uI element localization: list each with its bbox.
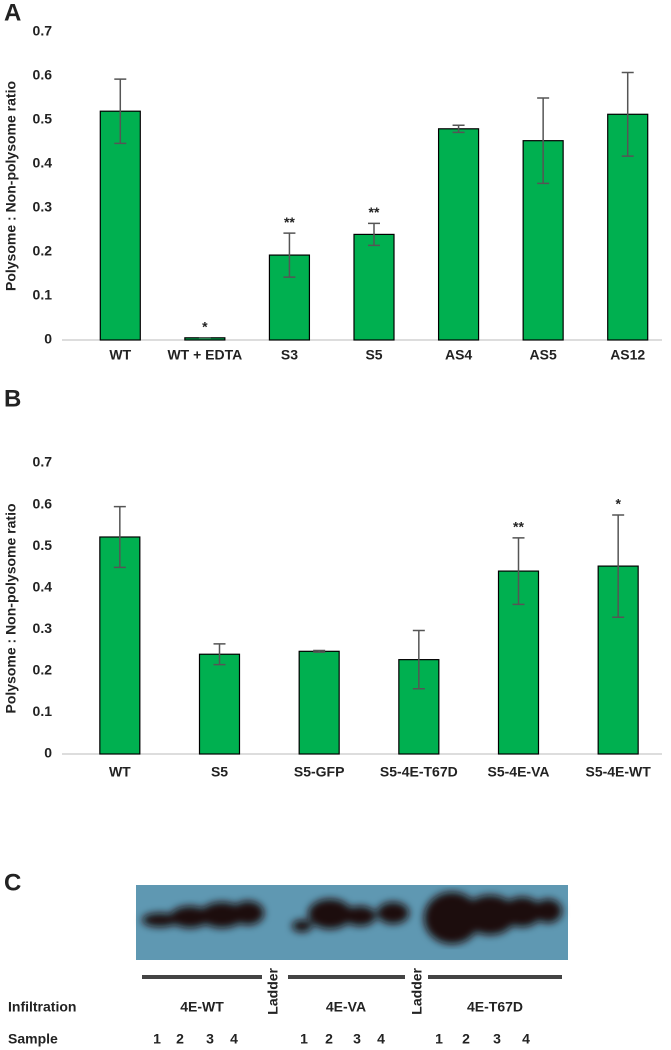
group-label: 4E-T67D — [467, 999, 523, 1015]
x-tick-label: WT — [109, 764, 131, 780]
sample-label: 2 — [325, 1031, 333, 1047]
x-tick-label: S5-4E-VA — [488, 764, 550, 780]
error-bar — [452, 124, 465, 134]
y-tick-label: 0.6 — [33, 495, 53, 511]
group-label: 4E-WT — [180, 999, 224, 1015]
x-tick-label: WT — [109, 347, 131, 363]
ladder-label: Ladder — [409, 967, 425, 1014]
bar — [298, 650, 340, 755]
y-tick-label: 0.2 — [33, 662, 53, 678]
sample-label: 3 — [206, 1031, 214, 1047]
sample-label: 4 — [522, 1031, 530, 1047]
error-bar — [368, 222, 380, 247]
bar — [437, 128, 480, 341]
bar — [353, 233, 395, 341]
y-tick-label: 0.3 — [33, 620, 53, 636]
sample-label: 1 — [435, 1031, 443, 1047]
error-bar — [537, 97, 550, 185]
significance-marker: ** — [369, 204, 380, 220]
y-tick-label: 0.6 — [33, 67, 53, 83]
y-tick-label: 0.2 — [33, 243, 53, 259]
y-tick-label: 0.7 — [33, 23, 53, 39]
significance-marker: ** — [284, 214, 295, 230]
error-bar — [512, 537, 525, 606]
x-tick-label: AS5 — [530, 347, 557, 363]
y-tick-label: 0.3 — [33, 199, 53, 215]
blot-image — [136, 885, 568, 979]
x-tick-label: S5 — [211, 764, 228, 780]
sample-label: 1 — [300, 1031, 308, 1047]
sample-label: 4 — [230, 1031, 238, 1047]
row-label: Sample — [8, 1031, 58, 1047]
y-tick-label: 0 — [44, 745, 52, 761]
y-tick-label: 0.4 — [33, 155, 53, 171]
sample-label: 2 — [462, 1031, 470, 1047]
error-bar — [113, 505, 126, 569]
x-tick-label: S5-GFP — [294, 764, 345, 780]
ladder-label: Ladder — [265, 967, 281, 1014]
x-tick-label: S5 — [365, 347, 382, 363]
error-bar — [283, 232, 296, 278]
bar — [99, 536, 141, 755]
group-label: 4E-VA — [326, 999, 366, 1015]
sample-label: 2 — [176, 1031, 184, 1047]
sample-label: 4 — [377, 1031, 385, 1047]
y-tick-label: 0 — [44, 331, 52, 347]
row-label: Infiltration — [8, 999, 76, 1015]
sample-label: 1 — [153, 1031, 161, 1047]
sample-label: 3 — [353, 1031, 361, 1047]
y-tick-label: 0.1 — [33, 703, 53, 719]
x-tick-label: S5-4E-WT — [585, 764, 651, 780]
significance-marker: * — [615, 496, 621, 512]
y-tick-label: 0.5 — [33, 111, 53, 127]
x-tick-label: S5-4E-T67D — [380, 764, 458, 780]
y-tick-label: 0.5 — [33, 537, 53, 553]
error-bar — [114, 78, 127, 145]
panel-label: C — [4, 869, 21, 896]
x-tick-label: AS4 — [445, 347, 472, 363]
x-tick-label: S3 — [281, 347, 298, 363]
x-tick-label: WT + EDTA — [167, 347, 242, 363]
error-bar — [213, 643, 226, 666]
error-bar — [412, 629, 425, 690]
y-tick-label: 0.1 — [33, 287, 53, 303]
y-tick-label: 0.4 — [33, 578, 53, 594]
bar — [198, 653, 241, 755]
error-bar — [612, 514, 625, 618]
error-bar — [621, 71, 634, 157]
significance-marker: ** — [513, 519, 524, 535]
y-axis-title: Polysome : Non-polysome ratio — [3, 503, 19, 713]
error-bar — [313, 649, 326, 653]
sample-label: 3 — [493, 1031, 501, 1047]
y-axis-title: Polysome : Non-polysome ratio — [3, 81, 19, 291]
significance-marker: * — [202, 319, 208, 335]
y-tick-label: 0.7 — [33, 454, 53, 470]
panel-label: A — [4, 0, 21, 26]
panel-label: B — [4, 385, 21, 412]
bar — [99, 110, 141, 341]
x-tick-label: AS12 — [610, 347, 645, 363]
